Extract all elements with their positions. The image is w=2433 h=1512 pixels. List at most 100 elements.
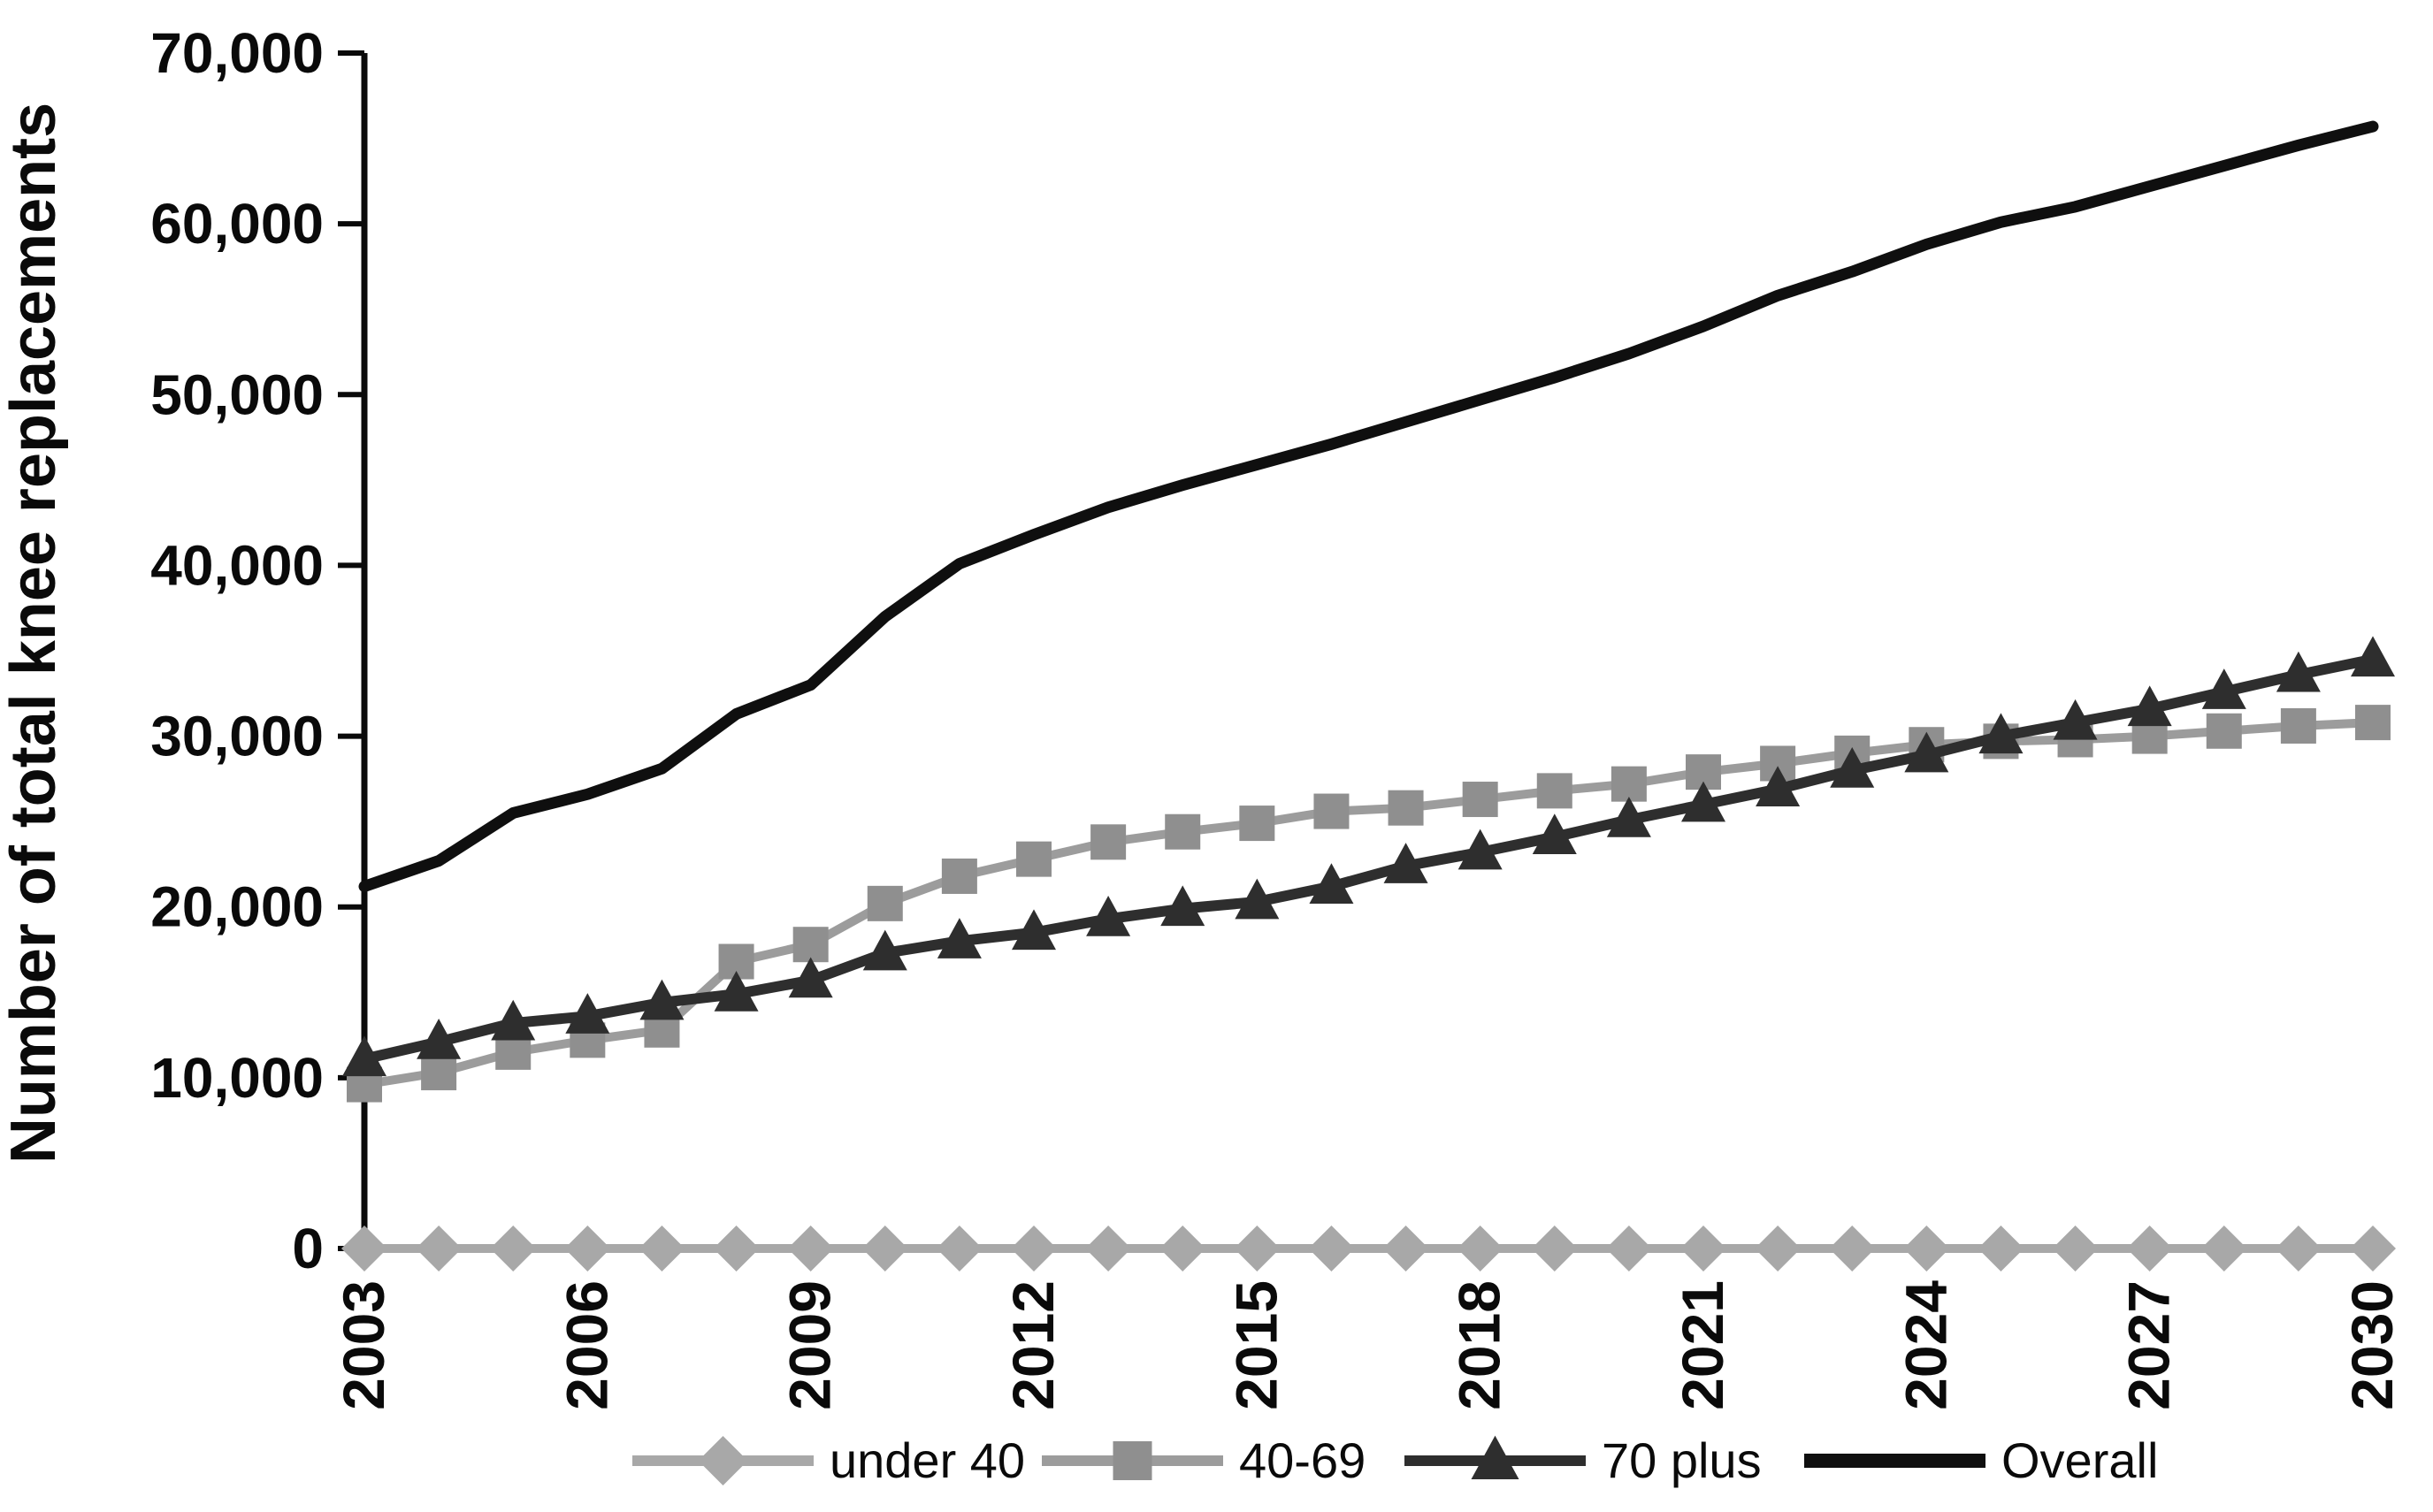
x-tick-label: 2012 [1000,1280,1066,1410]
square-marker [2280,707,2316,744]
triangle-marker [1606,796,1651,837]
x-axis: 2003 2006 2009 2012 2015 2018 2021 2024 2027 2030 [331,1280,2405,1410]
series-40-69 [347,705,2391,1103]
y-tick-label: 40,000 [150,533,324,597]
diamond-marker [1382,1226,1429,1271]
diamond-marker [1605,1226,1652,1271]
plot-series [341,120,2396,1271]
diamond-marker [639,1226,685,1271]
triangle-marker [2201,668,2246,709]
diamond-marker [1978,1226,2024,1271]
square-marker [1313,793,1350,829]
triangle-marker [565,993,610,1034]
diamond-marker [861,1226,908,1271]
x-tick-label: 2018 [1447,1280,1512,1410]
triangle-marker [1458,829,1503,870]
square-marker [1388,790,1424,826]
series-overall [358,120,2379,893]
diamond-marker [2200,1226,2247,1271]
diamond-marker [2350,1226,2396,1271]
triangle-marker [1383,843,1428,883]
triangle-marker [1235,878,1280,920]
diamond-marker [1457,1226,1503,1271]
diamond-marker [490,1226,537,1271]
diamond-marker [1085,1226,1132,1271]
diamond-marker [341,1226,387,1271]
square-marker [1239,806,1275,842]
triangle-marker [342,1035,386,1077]
series-line [358,120,2379,893]
legend-label: 40-69 [1239,1432,1366,1488]
triangle-marker [862,929,907,971]
diamond-marker [1011,1226,1057,1271]
x-tick-label: 2009 [777,1280,843,1410]
triangle-marker [2351,636,2395,677]
x-tick-label: 2021 [1670,1280,1735,1410]
square-marker [792,927,829,963]
y-tick-label: 70,000 [150,21,324,85]
x-tick-label: 2027 [2116,1280,2182,1410]
triangle-marker [2276,651,2321,692]
triangle-marker [788,957,833,998]
triangle-marker [1471,1435,1519,1480]
diamond-marker [1829,1226,1876,1271]
triangle-marker [937,918,982,958]
square-marker [1611,766,1647,802]
diamond-marker [713,1226,760,1271]
diamond-marker [698,1436,748,1485]
triangle-marker [1904,731,1949,773]
square-marker [941,858,977,894]
diamond-marker [2275,1226,2322,1271]
triangle-marker [1309,863,1354,905]
square-marker [867,885,903,921]
x-tick-label: 2030 [2339,1280,2405,1410]
legend-item-under-40: under 40 [632,1432,1025,1488]
diamond-marker [1308,1226,1355,1271]
legend-label: under 40 [830,1432,1025,1488]
y-tick-label: 60,000 [150,192,324,256]
y-tick-label: 20,000 [150,875,324,939]
triangle-marker [1160,885,1205,927]
legend-item-40-69: 40-69 [1042,1432,1366,1488]
series-line [359,653,2378,1065]
triangle-marker [1012,909,1056,951]
y-tick-label: 0 [292,1217,324,1280]
triangle-marker [1978,713,2024,754]
triangle-marker [2053,699,2098,740]
diamond-marker [564,1226,611,1271]
square-marker [2206,713,2242,749]
y-tick-label: 50,000 [150,363,324,426]
square-marker [1462,782,1498,818]
legend-label: Overall [2001,1432,2158,1488]
triangle-marker [1681,781,1725,822]
triangle-marker [1756,766,1801,806]
legend: under 40 40-69 70 plus Overall [632,1432,2158,1488]
x-tick-label: 2006 [554,1280,619,1410]
square-marker [2355,705,2391,741]
triangle-marker [417,1019,462,1059]
triangle-marker [2127,685,2172,727]
diamond-marker [787,1226,834,1271]
triangle-marker [1830,746,1875,788]
square-marker [1090,824,1127,860]
legend-label: 70 plus [1602,1432,1762,1488]
diamond-marker [1755,1226,1802,1271]
diamond-marker [1234,1226,1281,1271]
diamond-marker [416,1226,463,1271]
square-marker [495,1034,532,1070]
series-70-plus [342,636,2395,1077]
square-marker [1165,813,1201,850]
square-marker [421,1055,457,1091]
triangle-marker [1086,895,1131,936]
diamond-marker [1159,1226,1206,1271]
legend-item-overall: Overall [1804,1432,2158,1488]
series-under-40 [341,1226,2396,1271]
square-marker [1536,773,1572,809]
x-tick-label: 2024 [1893,1280,1958,1410]
y-tick-label: 30,000 [150,705,324,768]
x-tick-label: 2015 [1223,1280,1289,1410]
triangle-marker [639,979,685,1020]
square-marker [1016,841,1052,877]
